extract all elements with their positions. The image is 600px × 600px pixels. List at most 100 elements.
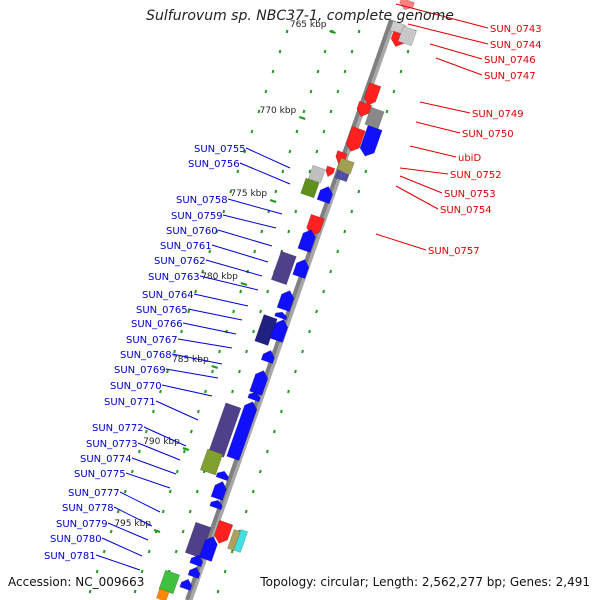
tick-guide-dot — [197, 409, 200, 414]
reverse-gene-leader — [95, 554, 141, 571]
tick-guide-dot — [287, 389, 290, 394]
reverse-gene-leader — [107, 522, 149, 541]
forward-gene-label: SUN_0746 — [484, 55, 536, 66]
reverse-gene-glyph-shape — [307, 164, 326, 184]
scale-tick-mark — [211, 365, 219, 369]
reverse-gene-leader — [131, 457, 177, 475]
forward-gene-glyph — [356, 100, 373, 117]
forward-gene-glyph-shape — [227, 529, 242, 551]
reverse-gene-label: SUN_0778 — [62, 503, 114, 514]
scale-tick-mark — [182, 447, 190, 451]
reverse-gene-glyph-shape — [156, 588, 170, 600]
tick-guide-dot — [350, 209, 354, 214]
forward-gene-label: SUN_0747 — [484, 71, 536, 82]
reverse-gene-glyph-shape — [292, 259, 310, 280]
tick-guide-dot — [244, 509, 248, 514]
tick-guide-dot — [173, 349, 176, 354]
topology-text: Topology: circular; Length: 2,562,277 bp… — [260, 575, 590, 589]
reverse-gene-label: SUN_0766 — [131, 319, 183, 330]
reverse-gene-glyph-shape — [260, 349, 275, 365]
tick-guide-dot — [230, 549, 234, 554]
forward-gene-label: SUN_0749 — [472, 109, 524, 120]
tick-guide-dot — [315, 309, 318, 314]
reverse-gene-label: SUN_0759 — [171, 211, 223, 222]
forward-gene-glyph-shape — [334, 169, 350, 183]
reverse-gene-glyph-shape — [300, 177, 320, 199]
reverse-gene-leader — [222, 214, 277, 229]
reverse-gene-glyph — [199, 448, 224, 476]
forward-gene-leader — [419, 101, 471, 114]
reverse-gene-label: SUN_0770 — [110, 381, 162, 392]
reverse-gene-leader — [187, 308, 243, 321]
forward-gene-glyph-shape — [325, 165, 336, 178]
tick-guide-dot — [133, 589, 137, 594]
tick-guide-dot — [130, 469, 134, 474]
reverse-gene-leader — [245, 147, 291, 169]
reverse-gene-glyph — [316, 186, 333, 205]
tick-guide-dot — [137, 449, 141, 454]
tick-guide-dot — [159, 389, 162, 394]
reverse-gene-glyph-shape — [274, 311, 288, 321]
reverse-gene-label: SUN_0768 — [120, 350, 172, 361]
forward-gene-glyph-shape — [399, 0, 415, 11]
tick-guide-dot — [308, 169, 312, 174]
reverse-gene-leader — [211, 244, 269, 263]
reverse-gene-glyph-shape — [209, 499, 223, 511]
reverse-gene-glyph-shape — [316, 186, 333, 205]
tick-guide-dot — [109, 529, 113, 534]
tick-guide-dot — [232, 309, 235, 314]
forward-gene-glyph — [363, 82, 382, 106]
reverse-gene-glyph — [260, 349, 275, 365]
reverse-gene-leader — [217, 229, 273, 247]
forward-gene-label: SUN_0752 — [450, 170, 502, 181]
tick-guide-dot — [211, 369, 214, 374]
tick-guide-dot — [238, 369, 241, 374]
tick-guide-dot — [278, 49, 282, 54]
tick-guide-dot — [222, 209, 226, 214]
tick-guide-dot — [357, 189, 361, 194]
scale-tick-label: 790 kbp — [143, 437, 180, 447]
forward-gene-label: ubiD — [458, 153, 481, 164]
reverse-gene-glyph — [292, 259, 310, 280]
reverse-gene-label: SUN_0772 — [92, 423, 144, 434]
reverse-gene-leader — [101, 537, 143, 557]
tick-guide-dot — [316, 69, 320, 74]
tick-guide-dot — [265, 449, 269, 454]
reverse-gene-leader — [193, 293, 249, 307]
forward-gene-glyph-shape — [213, 519, 234, 544]
tick-guide-dot — [161, 509, 165, 514]
reverse-gene-label: SUN_0760 — [166, 226, 218, 237]
tick-guide-dot — [140, 569, 144, 574]
reverse-gene-glyph-shape — [276, 290, 295, 312]
reverse-gene-glyph-shape — [215, 470, 229, 482]
reverse-gene-glyph — [270, 250, 297, 286]
reverse-gene-glyph — [269, 319, 289, 343]
tick-guide-dot — [102, 549, 106, 554]
scale-tick-label: 765 kbp — [290, 20, 327, 30]
tick-guide-dot — [218, 349, 221, 354]
tick-guide-dot — [336, 249, 340, 254]
forward-gene-leader — [415, 121, 461, 134]
reverse-gene-leader — [239, 162, 291, 185]
reverse-gene-glyph — [300, 177, 320, 199]
reverse-gene-label: SUN_0765 — [136, 305, 188, 316]
reverse-gene-leader — [137, 442, 181, 461]
reverse-gene-label: SUN_0777 — [68, 488, 120, 499]
reverse-gene-leader — [227, 198, 283, 215]
tick-guide-dot — [216, 589, 220, 594]
reverse-gene-label: SUN_0762 — [154, 256, 206, 267]
accession-text: Accession: NC_009663 — [8, 575, 145, 589]
tick-guide-dot — [239, 289, 243, 294]
forward-gene-label: SUN_0744 — [490, 40, 542, 51]
reverse-gene-glyph-shape — [269, 319, 289, 343]
tick-guide-dot — [322, 289, 326, 294]
forward-gene-glyph — [334, 169, 350, 183]
tick-guide-dot — [350, 49, 354, 54]
reverse-gene-glyph-shape — [254, 314, 278, 346]
scale-tick-mark — [298, 116, 306, 120]
tick-guide-dot — [364, 169, 368, 174]
tick-guide-dot — [343, 69, 347, 74]
reverse-gene-glyph-shape — [297, 229, 316, 253]
reverse-gene-glyph-shape — [198, 536, 218, 562]
tick-guide-dot — [181, 529, 185, 534]
